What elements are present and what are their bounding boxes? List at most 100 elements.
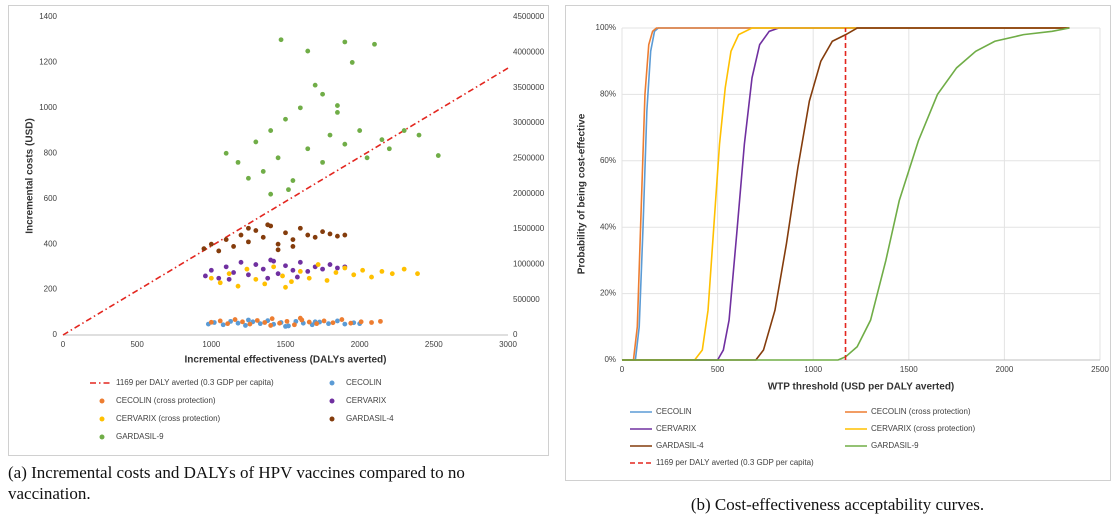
- point: [339, 317, 345, 322]
- point: [220, 322, 226, 328]
- caption: (a) Incremental costs and DALYs of HPV v…: [8, 463, 465, 503]
- point: [386, 146, 392, 152]
- panel-border: [8, 5, 549, 456]
- point: [342, 141, 348, 147]
- y-tick-label: 1000: [39, 103, 57, 112]
- point: [306, 275, 312, 281]
- point: [231, 270, 236, 275]
- x-tick-label: 0: [61, 340, 66, 349]
- caption: (b) Cost-effectiveness acceptability cur…: [690, 495, 985, 514]
- series-line: [622, 27, 1070, 361]
- x-tick-label: 2500: [425, 340, 443, 349]
- point: [240, 319, 245, 325]
- legend-label: GARDASIL-9: [871, 441, 919, 450]
- point: [297, 315, 303, 321]
- point: [335, 265, 340, 271]
- point: [342, 321, 348, 327]
- point: [223, 264, 229, 270]
- point: [297, 259, 303, 265]
- point: [305, 48, 311, 54]
- point: [330, 320, 336, 326]
- x-tick-label: 2000: [996, 365, 1014, 374]
- point: [201, 246, 207, 252]
- y-tick-label: 400: [44, 239, 58, 248]
- point: [283, 284, 288, 290]
- point: [262, 281, 268, 287]
- x-tick-label: 3000: [499, 340, 517, 349]
- y-tick-label: 200: [44, 285, 58, 294]
- y-tick-label: 40%: [600, 222, 616, 231]
- point: [369, 274, 374, 280]
- legend-label: GARDASIL-4: [656, 441, 704, 450]
- legend-swatch: [99, 416, 105, 422]
- point: [235, 283, 241, 289]
- point: [315, 262, 321, 267]
- point: [275, 247, 281, 253]
- legend-swatch: [99, 398, 105, 404]
- y-tick-label: 600: [44, 194, 58, 203]
- point: [292, 322, 297, 328]
- legend-swatch: [329, 380, 335, 386]
- point: [283, 263, 288, 269]
- point: [223, 150, 229, 156]
- point: [271, 258, 277, 264]
- point: [297, 105, 303, 111]
- legend-label: GARDASIL-9: [116, 432, 164, 441]
- x-tick-label: 1000: [804, 365, 822, 374]
- legend-swatch: [329, 398, 335, 404]
- legend-label: CECOLIN: [656, 407, 692, 416]
- point: [208, 319, 214, 325]
- point: [203, 273, 208, 279]
- y2-tick-label: 1500000: [513, 224, 545, 233]
- y2-tick-label: 4000000: [513, 47, 545, 56]
- point: [369, 320, 374, 325]
- x-tick-label: 1500: [277, 340, 295, 349]
- y-tick-label: 0: [53, 330, 58, 339]
- point: [216, 248, 222, 254]
- y-tick-label: 80%: [600, 90, 616, 99]
- point: [327, 231, 333, 237]
- point: [235, 320, 241, 326]
- point: [265, 275, 271, 281]
- point: [305, 146, 311, 152]
- point: [327, 132, 333, 138]
- point: [246, 225, 251, 231]
- series-line: [622, 27, 1070, 361]
- y2-tick-label: 0: [513, 330, 518, 339]
- point: [290, 244, 296, 249]
- point: [290, 178, 296, 183]
- point: [290, 267, 296, 273]
- point: [246, 272, 251, 278]
- legend-label: 1169 per DALY averted (0.3 GDP per capit…: [656, 458, 814, 467]
- point: [268, 191, 274, 197]
- point: [312, 234, 318, 240]
- point: [320, 159, 325, 165]
- y-tick-label: 1200: [39, 58, 57, 67]
- y-tick-label: 0%: [604, 355, 616, 364]
- point: [320, 229, 325, 235]
- point: [260, 234, 266, 240]
- point: [269, 316, 275, 322]
- point: [357, 128, 363, 133]
- x-tick-label: 1000: [202, 340, 220, 349]
- legend-label: 1169 per DALY averted (0.3 GDP per capit…: [116, 378, 274, 387]
- point: [283, 323, 288, 329]
- point: [231, 244, 236, 249]
- point: [247, 321, 253, 327]
- point: [246, 239, 251, 245]
- y2-tick-label: 2000000: [513, 189, 545, 198]
- point: [351, 272, 357, 278]
- point: [415, 271, 420, 277]
- point: [208, 275, 214, 281]
- point: [217, 280, 223, 286]
- point: [320, 91, 325, 97]
- point: [305, 232, 311, 238]
- point: [401, 128, 407, 133]
- point: [416, 132, 422, 138]
- point: [260, 169, 266, 174]
- x-tick-label: 1500: [900, 365, 918, 374]
- point: [238, 259, 244, 265]
- point: [275, 241, 281, 247]
- y2-tick-label: 4500000: [513, 12, 545, 21]
